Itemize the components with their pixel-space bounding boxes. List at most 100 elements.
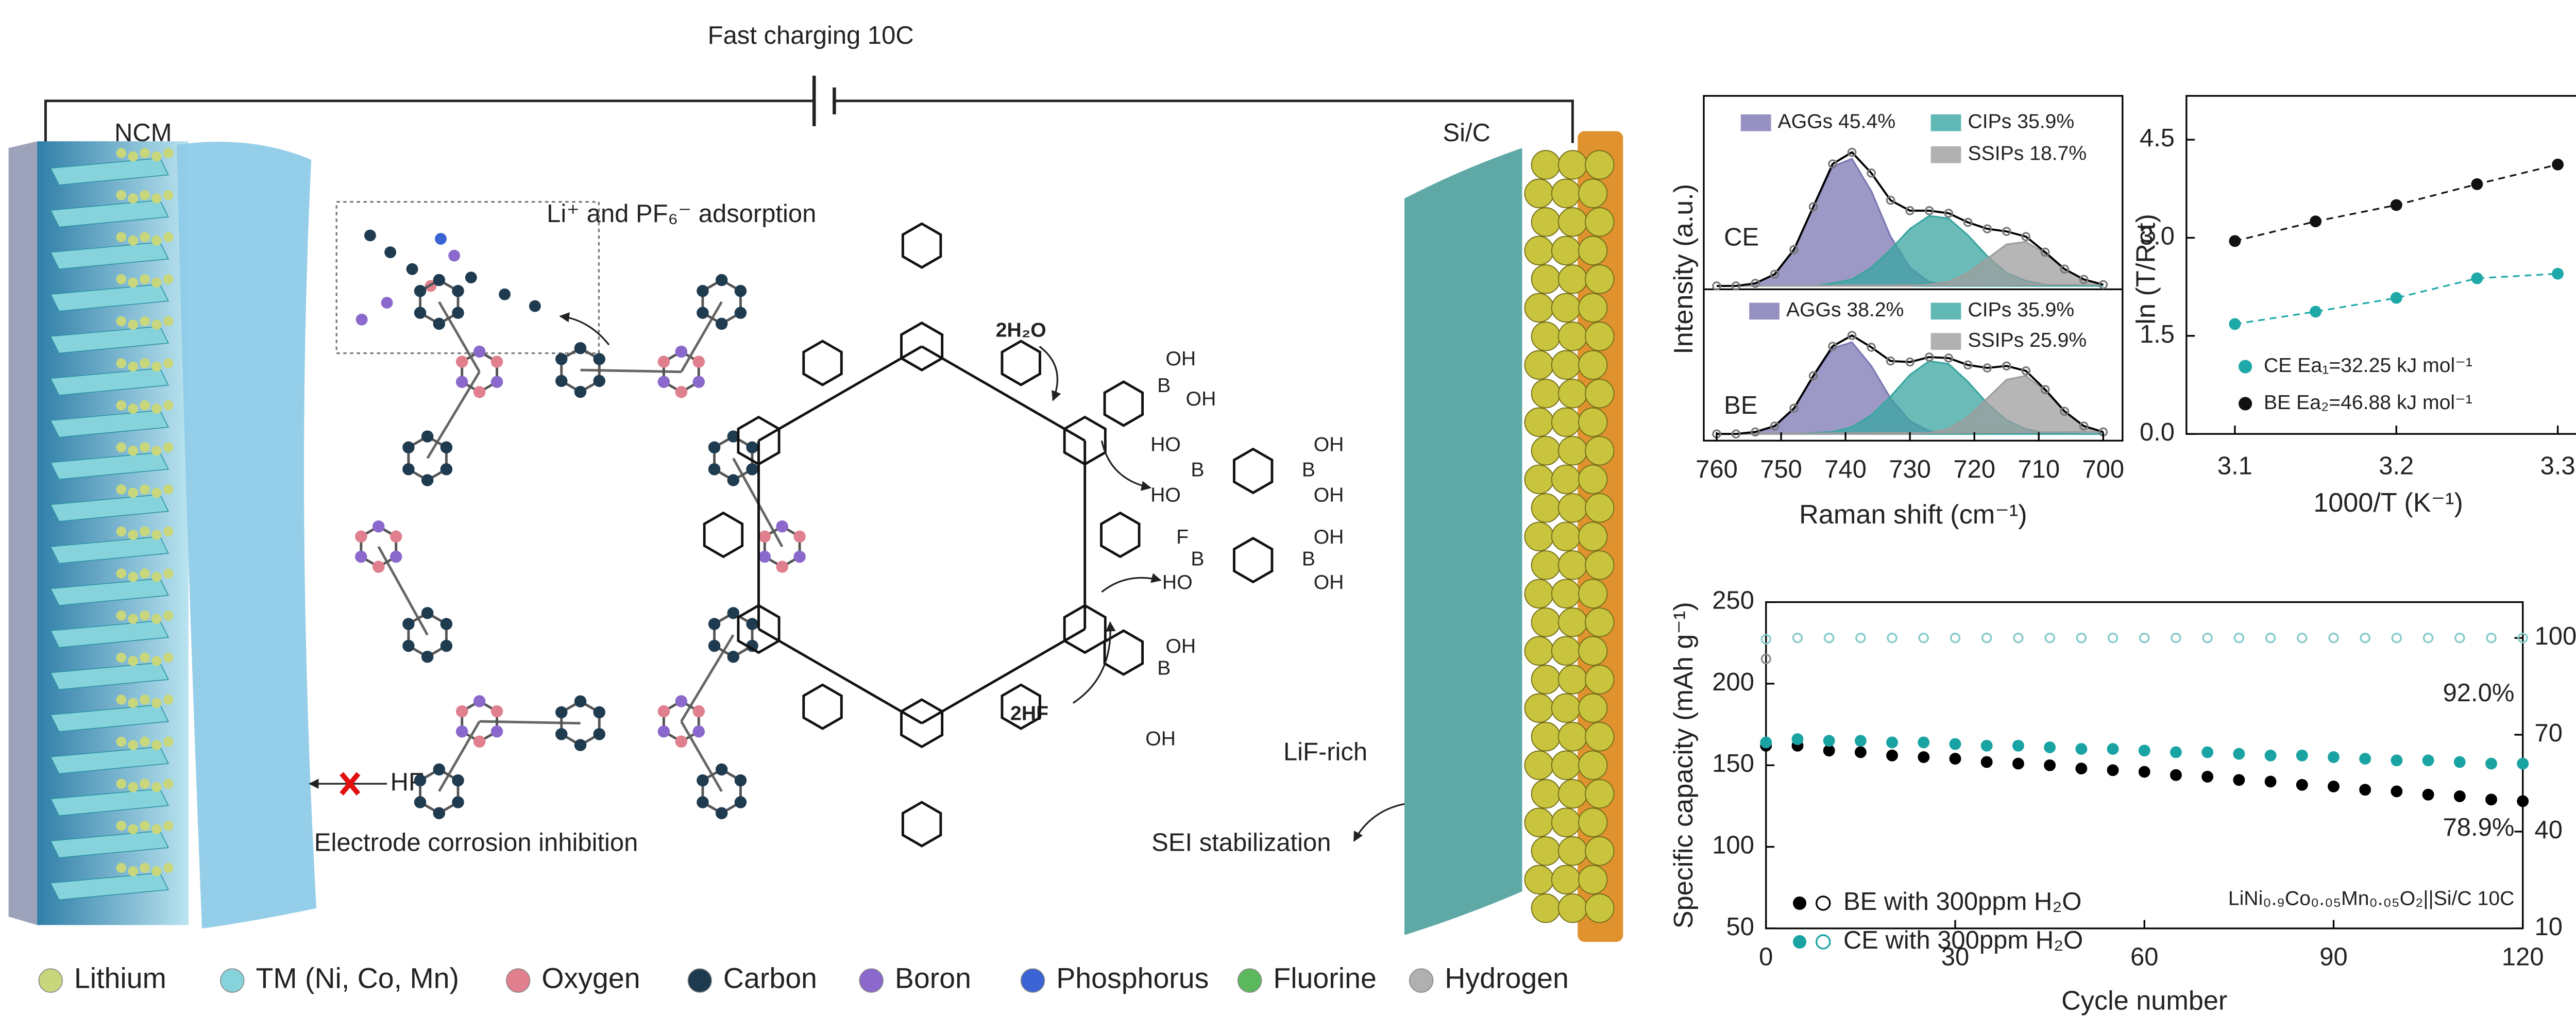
atom [746, 463, 758, 476]
x-tick-label: 700 [2082, 455, 2124, 483]
si-particle [1578, 235, 1608, 266]
lithium-ion [140, 442, 150, 453]
data-point [2391, 633, 2402, 644]
atom [402, 618, 415, 630]
atom [734, 796, 747, 808]
annotation: 92.0% [2443, 679, 2515, 707]
si-particle [1531, 893, 1561, 923]
data-point [1760, 634, 1771, 645]
legend-swatch [1930, 302, 1961, 320]
lithium-ion [151, 446, 162, 456]
atom [490, 725, 503, 738]
atom [574, 385, 587, 398]
atom-label: HO [1150, 433, 1181, 455]
lithium-ion [151, 656, 162, 666]
data-point [2422, 633, 2434, 644]
lithium-ion [128, 782, 138, 792]
atom [697, 284, 709, 297]
data-point [2485, 793, 2497, 806]
data-point [2229, 235, 2241, 247]
lithium-ion [140, 779, 150, 789]
data-point [2264, 749, 2277, 762]
atom [715, 274, 728, 286]
data-point [1918, 633, 1929, 644]
atom [776, 520, 788, 533]
y2-tick-label: 10 [2535, 913, 2563, 941]
data-point [1963, 360, 1973, 370]
data-point [2060, 407, 2070, 416]
atom [440, 463, 453, 476]
atom [455, 725, 468, 738]
data-point [1980, 739, 1993, 752]
legend-label: SSIPs 25.9% [1968, 329, 2087, 351]
atom-label: OH [1314, 433, 1344, 455]
data-point [2002, 361, 2011, 371]
data-point [2139, 633, 2150, 644]
y2-tick-label: 100 [2535, 622, 2576, 650]
data-point [2107, 764, 2119, 776]
data-point [2044, 633, 2055, 644]
atom [657, 725, 670, 738]
si-particle [1551, 235, 1581, 266]
si-particle [1578, 865, 1608, 894]
lithium-ion [116, 779, 127, 789]
legend-swatch [506, 968, 531, 993]
data-point [2012, 739, 2024, 752]
si-particle [1524, 693, 1554, 723]
data-point [1918, 736, 1930, 749]
si-particle [1585, 836, 1615, 866]
lithium-ion [140, 526, 150, 537]
lithium-ion [116, 400, 127, 411]
legend-label: CE with 300ppm H₂O [1843, 926, 2083, 954]
tm-layer [49, 578, 170, 606]
tm-layer [49, 452, 170, 480]
lithium-ion [163, 232, 174, 243]
circuit-title: Fast charging 10C [708, 22, 914, 49]
atom-label: B [1302, 548, 1315, 570]
data-point [1963, 217, 1973, 227]
lithium-ion [116, 610, 127, 621]
x-axis-label: Cycle number [2061, 986, 2227, 1016]
lithium-ion [140, 232, 150, 243]
x-tick-label: 710 [2018, 455, 2060, 483]
inset-atom [355, 313, 368, 326]
atom [490, 356, 503, 368]
tm-layer [49, 283, 170, 312]
lithium-ion [128, 824, 138, 835]
data-point [1731, 429, 1741, 438]
si-particle [1578, 350, 1608, 380]
atom [440, 441, 453, 454]
separator-coating [177, 142, 316, 928]
lithium-ion [116, 820, 127, 831]
si-particle [1557, 207, 1588, 237]
data-point [2328, 633, 2339, 644]
data-point [1712, 281, 1721, 291]
lithium-ion [128, 698, 138, 708]
data-point [2170, 746, 2182, 758]
atom [574, 342, 587, 354]
atom [402, 463, 415, 476]
atom [452, 307, 464, 319]
si-particle [1524, 178, 1554, 209]
atom [490, 705, 503, 718]
cathode-effect: Electrode corrosion inhibition [314, 829, 638, 857]
tm-layer [49, 494, 170, 522]
atom [574, 695, 587, 707]
data-point [2310, 215, 2321, 228]
si-particle [1578, 579, 1608, 609]
y-tick-label: 150 [1712, 750, 1754, 778]
si-particle [1557, 779, 1588, 809]
data-point [2359, 784, 2371, 796]
atom [440, 618, 453, 630]
x-tick-label: 720 [1953, 455, 1995, 483]
block-cross [340, 772, 361, 796]
data-point [1854, 746, 1867, 758]
x-axis-label: 1000/T (K⁻¹) [2313, 488, 2463, 518]
data-point [2265, 633, 2276, 644]
bond [758, 628, 923, 724]
atom [734, 307, 747, 319]
lithium-ion [140, 316, 150, 327]
atom-label: B [1191, 459, 1204, 481]
fit-line [1717, 151, 2104, 287]
data-point [1855, 633, 1866, 644]
